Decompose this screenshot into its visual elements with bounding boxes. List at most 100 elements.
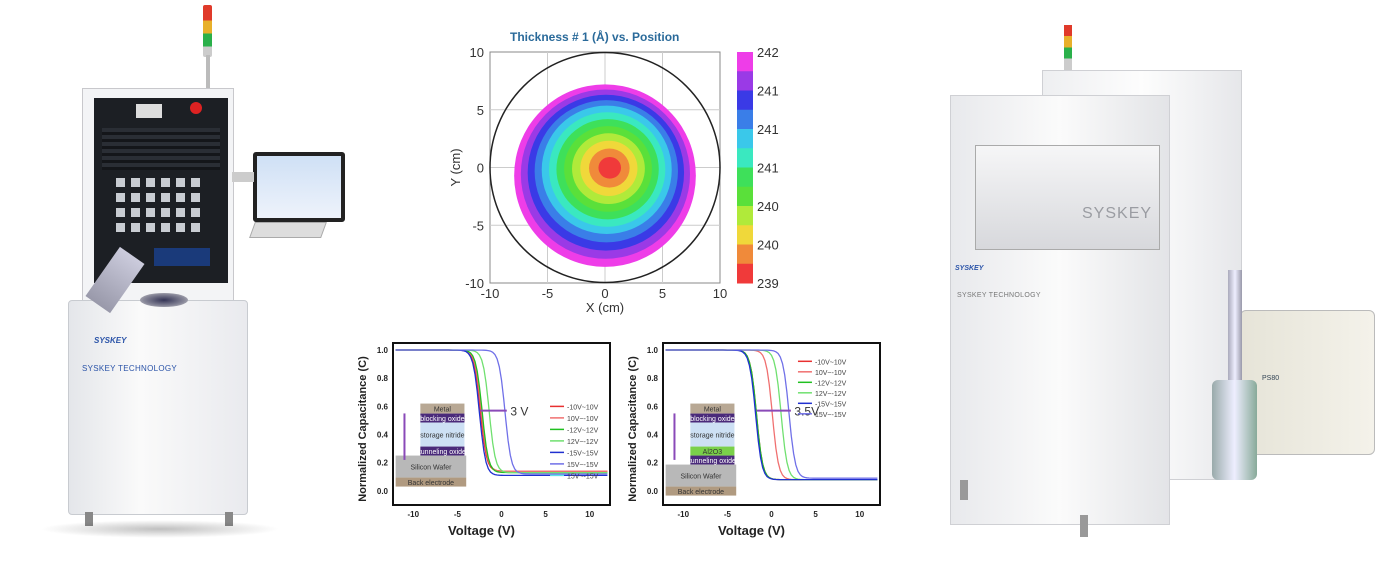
stack-layer	[395, 455, 467, 478]
legend-label: 12V~-12V	[815, 391, 847, 398]
legend-label: -10V~10V	[815, 359, 847, 366]
process-chamber	[975, 145, 1160, 250]
contour-level	[598, 156, 622, 179]
stack-layer-label: blocking oxide	[420, 416, 464, 423]
wafer-outline	[489, 51, 721, 284]
colorbar-label: 242.41	[757, 45, 780, 60]
x-tick-label: 10	[855, 510, 864, 519]
colorbar-segment	[737, 90, 753, 111]
y-axis-label: Normalized Capacitance (C)	[357, 356, 369, 502]
colorbar-segment	[737, 225, 753, 245]
contour-chart-title: Thickness # 1 (Å) vs. Position	[510, 30, 680, 44]
stack-layer-label: tunneling oxide	[689, 458, 736, 465]
x-tick-label: 0	[601, 286, 608, 301]
y-tick-label: 0.4	[647, 431, 659, 440]
legend-label: 10V~-10V	[815, 370, 847, 377]
brand-label: SYSKEY TECHNOLOGY	[82, 364, 178, 373]
vacuum-pump	[1240, 310, 1375, 455]
colorbar-segment	[737, 148, 753, 168]
x-axis-label: Voltage (V)	[448, 523, 515, 538]
legend-label: 15V~-15V	[567, 462, 599, 469]
stack-layer	[690, 422, 735, 447]
signal-tower	[1064, 25, 1072, 70]
stack-layer-label: tunneling oxide	[419, 449, 466, 456]
control-rack	[94, 98, 228, 283]
colorbar-segment	[737, 52, 753, 72]
cv-chart-1: Metal blocking oxide storage nitride tunnel…	[357, 342, 611, 538]
legend-label: -15V~15V	[815, 401, 847, 408]
x-tick-label: 10	[585, 510, 594, 519]
y-tick-label: 0.8	[377, 374, 389, 383]
x-tick-label: -10	[408, 510, 420, 519]
cv-curve	[395, 349, 608, 475]
x-tick-label: 0	[499, 510, 504, 519]
y-tick-label: 0.0	[647, 487, 659, 496]
colorbar-label: 240.08	[757, 238, 780, 253]
brand-logo: SYSKEY	[94, 336, 127, 345]
y-tick-label: 1.0	[647, 346, 659, 355]
chamber-label: SYSKEY	[1082, 205, 1153, 222]
colorbar-label: 239.61	[757, 276, 780, 291]
x-tick-label: -5	[542, 286, 554, 301]
colorbar-label: 241.94	[757, 84, 780, 99]
x-tick-label: -10	[481, 286, 500, 301]
thickness-contour-chart: -10 -5 0 5 10 10 5 0 -5 -10 X (cm) Y (cm) 242.41 241.…	[448, 45, 780, 315]
colorbar-segment	[737, 206, 753, 226]
colorbar-segment	[737, 263, 753, 284]
shift-annotation: 3 V	[510, 405, 528, 419]
stack-layer	[420, 403, 465, 414]
stack-layer-label: Al2O3	[703, 449, 723, 456]
stack-layer-label: Metal	[434, 407, 452, 414]
colorbar-segment	[737, 167, 753, 188]
stack-layer	[665, 486, 737, 496]
x-tick-label: -5	[454, 510, 462, 519]
y-tick-label: 0.8	[647, 374, 659, 383]
stack-layer-label: Metal	[704, 407, 722, 414]
cv-curve	[665, 349, 878, 479]
legend-label: -12V~12V	[567, 427, 599, 434]
y-tick-label: -10	[465, 276, 484, 291]
y-tick-label: 0.6	[377, 402, 389, 411]
stack-layer	[690, 455, 735, 465]
x-tick-label: -5	[724, 510, 732, 519]
stack-layer-label: storage nitride	[420, 433, 464, 440]
stack-layer-label: Back electrode	[408, 480, 454, 487]
x-tick-label: 10	[713, 286, 727, 301]
legend-label: 15V~-15V	[815, 412, 847, 419]
colorbar-label: 241.47	[757, 122, 780, 137]
x-tick-label: -10	[678, 510, 690, 519]
y-tick-label: 0.4	[377, 431, 389, 440]
y-tick-label: -5	[472, 218, 484, 233]
stack-layer	[690, 446, 735, 456]
brand-logo: SYSKEY	[955, 265, 984, 272]
legend-label: -12V~12V	[815, 380, 847, 387]
y-tick-label: 0.2	[377, 459, 389, 468]
x-tick-label: 5	[659, 286, 666, 301]
stack-layer	[665, 464, 737, 487]
colorbar-segment	[737, 109, 753, 130]
stack-layer-label: Silicon Wafer	[410, 465, 452, 472]
x-tick-label: 5	[813, 510, 818, 519]
pump-label: PS80	[1262, 375, 1280, 382]
stack-layer-label: blocking oxide	[690, 416, 734, 423]
stack-layer	[690, 403, 735, 414]
stack-layer	[420, 422, 465, 447]
colorbar-segment	[737, 244, 753, 265]
legend-label: 15V~-15V	[567, 473, 599, 480]
cv-chart-2: Metal blocking oxide storage nitride Al2O3 t…	[627, 342, 881, 538]
legend-label: 12V~-12V	[567, 439, 599, 446]
x-tick-label: 5	[543, 510, 548, 519]
legend-label: -15V~15V	[567, 450, 599, 457]
signal-tower	[203, 5, 212, 57]
y-axis-label: Normalized Capacitance (C)	[627, 356, 639, 502]
cold-trap	[1212, 380, 1257, 480]
stack-layer	[420, 413, 465, 423]
stack-layer-label: Back electrode	[678, 489, 724, 496]
y-tick-label: 0.0	[377, 487, 389, 496]
colorbar-segment	[737, 186, 753, 207]
y-tick-label: 0.6	[647, 402, 659, 411]
y-axis-label: Y (cm)	[448, 148, 463, 186]
stack-layer	[690, 413, 735, 423]
x-axis-label: X (cm)	[586, 300, 624, 315]
colorbar-segment	[737, 129, 753, 149]
